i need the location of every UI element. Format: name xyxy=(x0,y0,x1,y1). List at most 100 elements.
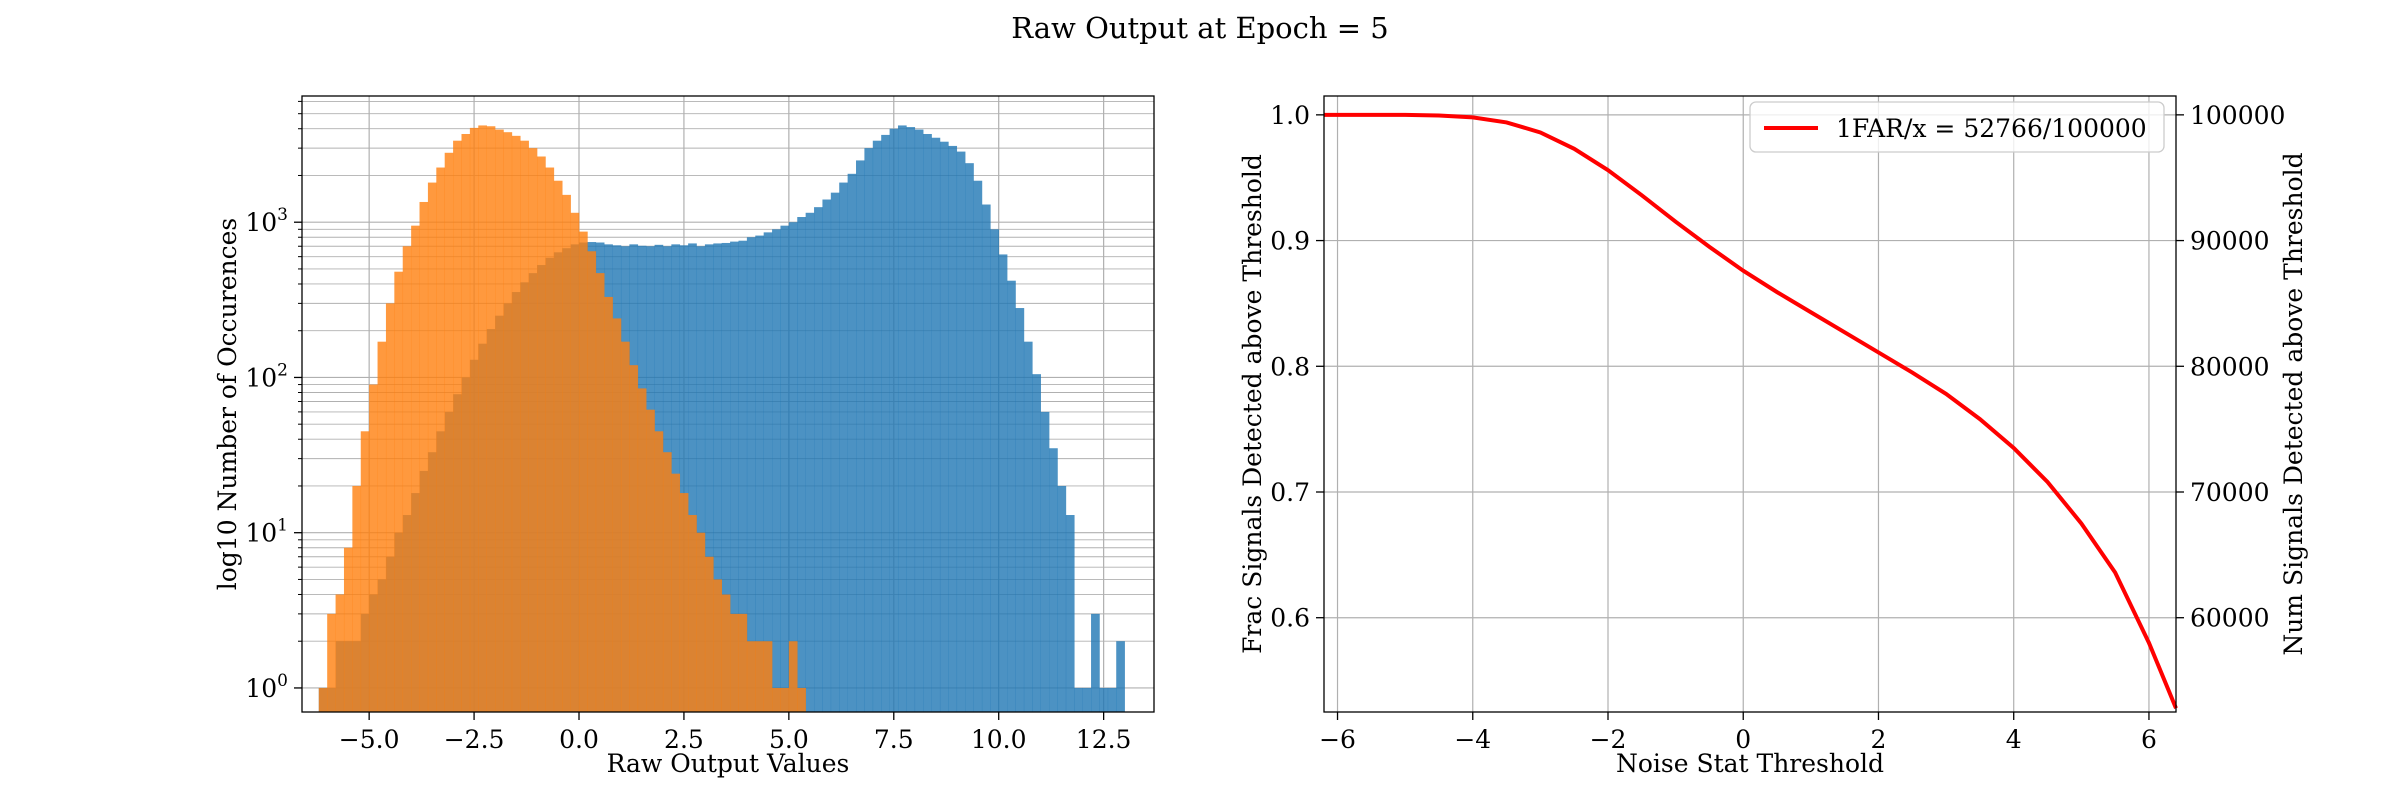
histogram-bar xyxy=(713,579,723,712)
histogram-bar xyxy=(545,167,555,712)
histogram-bar xyxy=(696,532,706,712)
histogram-bar xyxy=(579,231,588,713)
h-ytick-exponent: 1 xyxy=(277,516,288,536)
h-xtick-label: 10.0 xyxy=(971,725,1027,754)
histogram-bar xyxy=(646,409,655,712)
histogram-bar xyxy=(998,254,1008,713)
histogram-bar xyxy=(1065,515,1075,712)
histogram-bar xyxy=(419,201,429,712)
r-ytick-label: 0.9 xyxy=(1270,227,1310,256)
histogram-bar xyxy=(394,271,404,712)
histogram-bar xyxy=(570,212,580,712)
histogram-bar xyxy=(797,687,806,712)
figure-title: Raw Output at Epoch = 5 xyxy=(1011,11,1389,45)
histogram-bar xyxy=(956,151,966,712)
threshold-grid xyxy=(1324,96,2176,712)
histogram-bar xyxy=(352,485,362,712)
h-xtick-label: 7.5 xyxy=(874,725,914,754)
histogram-bar xyxy=(360,431,370,712)
h-ytick-label: 102 xyxy=(245,360,288,392)
histogram-bar xyxy=(335,594,345,712)
legend-box xyxy=(1749,101,2165,153)
histogram-bar xyxy=(856,160,865,713)
histogram-bar xyxy=(453,140,462,712)
r-right-ytick-label: 90000 xyxy=(2190,227,2270,256)
r-ytick-label: 0.7 xyxy=(1270,478,1310,507)
histogram-bar xyxy=(469,127,479,713)
histogram-bar xyxy=(780,687,790,712)
histogram-bar xyxy=(553,180,563,712)
legend-entry: 1FAR/x = 52766/100000 xyxy=(1836,114,2147,143)
histogram-bar xyxy=(897,125,907,712)
r-xtick-label: 6 xyxy=(2141,725,2157,754)
h-xtick-label: 12.5 xyxy=(1076,725,1132,754)
histogram-bar xyxy=(1074,687,1083,712)
histogram-bar xyxy=(495,129,504,713)
histogram-bar xyxy=(436,167,445,712)
histogram-bar xyxy=(990,229,1000,712)
histogram-bar xyxy=(805,212,815,712)
histogram-bar xyxy=(923,133,932,712)
histogram-bar xyxy=(738,613,748,712)
r-xtick-label: 4 xyxy=(2006,725,2022,754)
histogram-bar xyxy=(520,140,529,712)
histogram-bar xyxy=(788,222,798,713)
histogram-bar xyxy=(931,137,941,712)
r-right-ytick-label: 80000 xyxy=(2190,352,2270,381)
histogram-bar xyxy=(1082,687,1092,712)
histogram-bar xyxy=(730,613,739,712)
histogram-bar xyxy=(939,141,949,712)
histogram-bar xyxy=(1091,613,1100,712)
histogram-bar xyxy=(671,473,681,712)
histogram-bar xyxy=(864,148,874,712)
histogram-bar xyxy=(318,687,328,712)
threshold-y-label: Frac Signals Detected above Threshold xyxy=(1238,154,1267,654)
h-xtick-label: −2.5 xyxy=(444,725,505,754)
histogram-bar xyxy=(637,388,647,712)
histogram-bar xyxy=(486,126,496,712)
h-xtick-label: 0.0 xyxy=(559,725,599,754)
histogram-bar xyxy=(696,246,706,713)
histogram-bar xyxy=(948,145,958,712)
histogram-x-ticks: −5.0 −2.5 0.0 2.5 5.0 7.5 10.0 12.5 xyxy=(339,712,1132,754)
histogram-bar xyxy=(780,225,790,712)
threshold-y-ticks: 0.6 0.7 0.8 0.9 1.0 xyxy=(1270,101,1324,633)
r-ytick-label: 1.0 xyxy=(1270,101,1310,130)
r-right-ytick-label: 70000 xyxy=(2190,478,2270,507)
threshold-right-y-label: Num Signals Detected above Threshold xyxy=(2279,152,2308,655)
histogram-bar xyxy=(427,182,437,713)
histogram-bar xyxy=(385,303,395,712)
r-xtick-label: −2 xyxy=(1590,725,1627,754)
histogram-bar xyxy=(1057,485,1067,712)
histogram-bar xyxy=(604,296,613,712)
histogram-bar xyxy=(327,613,336,712)
r-xtick-label: 2 xyxy=(1871,725,1887,754)
h-ytick-exponent: 0 xyxy=(277,671,288,691)
histogram-bar xyxy=(704,556,714,712)
histogram-bar xyxy=(511,135,521,712)
histogram-bar xyxy=(721,242,731,712)
histogram-bar xyxy=(906,127,916,712)
histogram-bar xyxy=(612,318,622,712)
threshold-frame xyxy=(1323,95,2177,713)
histogram-bar xyxy=(1007,280,1016,712)
histogram-bar xyxy=(1116,641,1125,712)
r-xtick-label: 0 xyxy=(1735,725,1751,754)
histogram-bar xyxy=(738,240,748,712)
threshold-right-y-ticks: 60000 70000 80000 90000 100000 xyxy=(2176,101,2285,633)
histogram-bar xyxy=(1023,341,1033,712)
histogram-bar xyxy=(763,232,773,713)
histogram-bar xyxy=(965,163,974,712)
histogram-chart: −5.0 −2.5 0.0 2.5 5.0 7.5 10.0 12.5 10010110210… xyxy=(213,95,1155,778)
histogram-bar xyxy=(746,237,756,712)
histogram-bar xyxy=(730,241,739,712)
r-right-ytick-label: 100000 xyxy=(2190,101,2285,130)
histogram-frame xyxy=(301,95,1155,713)
histogram-bar xyxy=(981,204,991,712)
histogram-bar xyxy=(822,199,832,712)
histogram-bar xyxy=(1040,411,1050,712)
histogram-bar xyxy=(973,180,983,712)
histogram-bar xyxy=(839,182,848,713)
histogram-bar xyxy=(1107,687,1117,712)
